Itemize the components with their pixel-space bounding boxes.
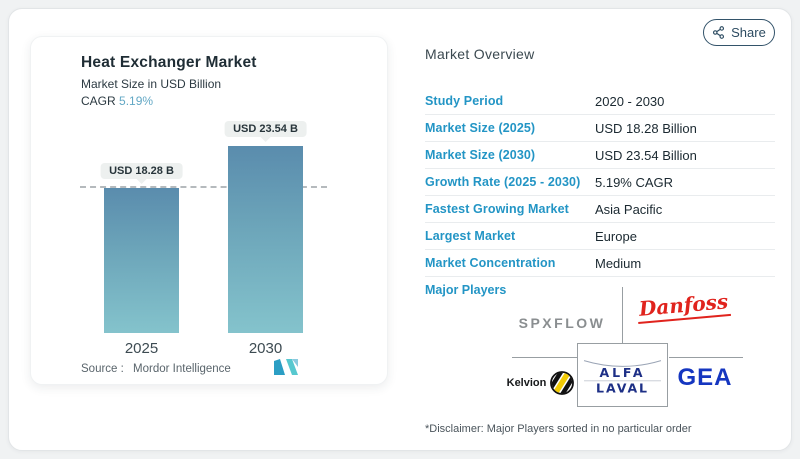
overview-row-value: 2020 - 2030 — [595, 93, 665, 109]
bar-value-label-2025: USD 18.28 B — [100, 162, 183, 179]
overview-row-3: Growth Rate (2025 - 2030) 5.19% CAGR — [425, 169, 775, 196]
overview-row-value: Medium — [595, 255, 642, 271]
axis-label-2025: 2025 — [124, 340, 159, 357]
overview-row-4: Fastest Growing Market Asia Pacific — [425, 196, 775, 223]
kelvion-logo: Kelvion — [498, 371, 583, 395]
reference-line — [80, 185, 327, 188]
panel-title: Market Overview — [425, 46, 535, 62]
svg-text:ALFA: ALFA — [600, 365, 646, 380]
mordor-intelligence-logo — [274, 359, 298, 375]
overview-row-value: Asia Pacific — [595, 201, 663, 217]
badge-pointer — [260, 137, 271, 142]
bar-value-badge-2030: USD 23.54 B — [224, 121, 307, 142]
grid-divider-right — [669, 357, 743, 358]
overview-row-5: Largest Market Europe — [425, 223, 775, 250]
overview-row-value: USD 18.28 Billion — [595, 120, 697, 136]
chart-title: Heat Exchanger Market — [81, 54, 257, 71]
share-button[interactable]: Share — [703, 19, 775, 46]
kelvion-circle-icon — [550, 371, 575, 395]
overview-row-2: Market Size (2030) USD 23.54 Billion — [425, 142, 775, 169]
share-button-label: Share — [731, 25, 766, 40]
source-row: Source : Mordor Intelligence — [81, 363, 231, 375]
source-value: Mordor Intelligence — [133, 363, 231, 375]
bar-chart: USD 18.28 B 2025 USD 23.54 B 2030 — [31, 37, 387, 384]
svg-text:LAVAL: LAVAL — [596, 380, 649, 395]
cagr-value: 5.19% — [119, 94, 154, 108]
overview-row-value: 5.19% CAGR — [595, 174, 674, 190]
overview-row-6: Market Concentration Medium — [425, 250, 775, 277]
center-logo-box — [577, 343, 668, 407]
alfa-laval-logo: ALFA LAVAL — [583, 360, 662, 395]
overview-row-label: Fastest Growing Market — [425, 202, 569, 216]
gea-logo: GEA — [677, 364, 733, 391]
bar-2030[interactable] — [228, 146, 303, 333]
overview-row-label: Market Size (2025) — [425, 121, 536, 135]
badge-pointer — [136, 178, 147, 184]
grid-divider-left — [512, 357, 577, 358]
overview-table: Study Period 2020 - 2030 Market Size (2025… — [425, 88, 775, 277]
overview-row-value: USD 23.54 Billion — [595, 147, 697, 163]
spxflow-logo: SPXFLOW — [518, 315, 606, 331]
overview-row-label: Study Period — [425, 94, 504, 108]
chart-card: Heat Exchanger Market Market Size in USD… — [30, 36, 388, 385]
overview-row-0: Study Period 2020 - 2030 — [425, 88, 775, 115]
bar-2025[interactable] — [104, 187, 179, 333]
major-players-grid: SPXFLOW Danfoss Kelvion ALFA LAVAL GEA — [425, 285, 775, 413]
share-icon — [713, 26, 725, 39]
overview-row-label: Market Concentration — [425, 256, 556, 270]
source-label: Source : — [81, 363, 124, 375]
cagr-label: CAGR — [81, 94, 116, 108]
disclaimer: *Disclaimer: Major Players sorted in no … — [425, 423, 692, 435]
axis-label-2030: 2030 — [248, 340, 283, 357]
chart-cagr: CAGR 5.19% — [81, 94, 153, 108]
bar-value-label-2030: USD 23.54 B — [224, 121, 307, 137]
grid-divider-vertical — [622, 287, 623, 343]
overview-row-label: Market Size (2030) — [425, 148, 536, 162]
overview-row-label: Largest Market — [425, 229, 516, 243]
bar-group-2030: USD 23.54 B 2030 — [224, 37, 307, 384]
major-players-label: Major Players — [425, 283, 507, 297]
overview-row-label: Growth Rate (2025 - 2030) — [425, 175, 581, 189]
overview-row-value: Europe — [595, 228, 637, 244]
bar-value-badge-2025: USD 18.28 B — [100, 162, 183, 184]
market-overview-panel: Market Overview Study Period 2020 - 2030 M… — [425, 0, 780, 459]
bar-group-2025: USD 18.28 B 2025 — [100, 37, 183, 384]
danfoss-logo: Danfoss — [636, 288, 732, 325]
overview-row-1: Market Size (2025) USD 18.28 Billion — [425, 115, 775, 142]
chart-subtitle: Market Size in USD Billion — [81, 77, 222, 91]
